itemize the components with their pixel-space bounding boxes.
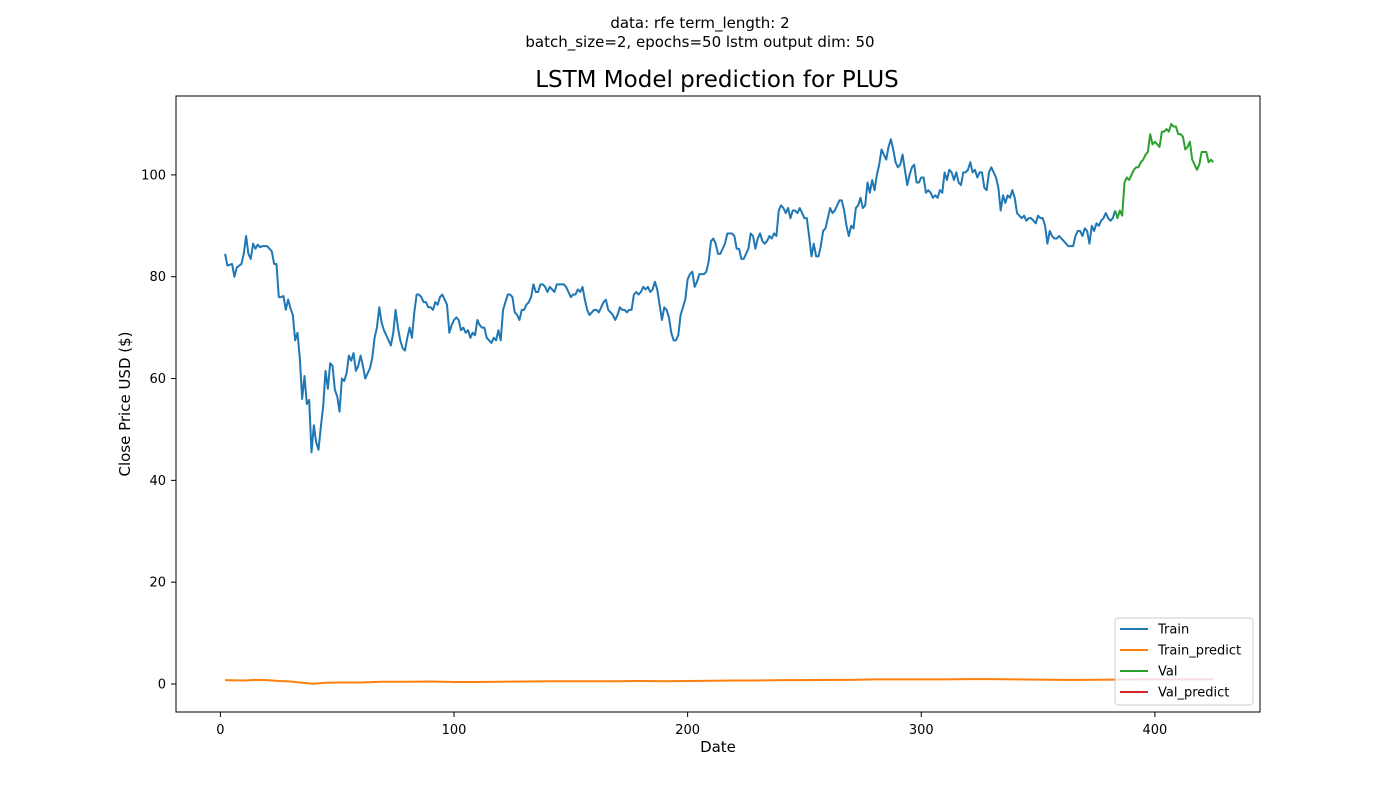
legend-label-val: Val	[1158, 665, 1177, 680]
legend-label-train: Train	[1157, 623, 1189, 638]
y-tick-label: 0	[158, 678, 166, 693]
legend-label-train-predict: Train_predict	[1157, 644, 1241, 659]
x-tick-label: 0	[216, 723, 224, 738]
y-axis-label: Close Price USD ($)	[116, 331, 134, 476]
x-tick-label: 200	[675, 723, 700, 738]
y-tick-label: 20	[149, 576, 166, 591]
x-tick-label: 400	[1142, 723, 1167, 738]
series-layer	[224, 123, 1215, 685]
legend-items: Train Train_predict Val Val_predict	[1120, 623, 1241, 701]
x-axis-ticks: 0 100 200 300 400	[216, 712, 1167, 738]
series-line-val	[1114, 123, 1215, 220]
x-tick-label: 100	[442, 723, 467, 738]
y-axis-ticks: 0 20 40 60 80 100	[141, 168, 176, 693]
suptitle-line-2: batch_size=2, epochs=50 lstm output dim:…	[525, 33, 874, 52]
suptitle-line-1: data: rfe term_length: 2	[610, 14, 789, 33]
series-line-train	[224, 138, 1117, 454]
plot-frame	[175, 95, 1261, 713]
x-axis-label: Date	[700, 738, 736, 756]
y-tick-label: 40	[149, 474, 166, 489]
legend: Train Train_predict Val Val_predict	[1114, 617, 1254, 706]
y-tick-label: 80	[149, 270, 166, 285]
legend-box	[1114, 617, 1254, 706]
legend-label-val-predict: Val_predict	[1158, 686, 1229, 701]
y-tick-label: 60	[149, 372, 166, 387]
series-line-train-predict	[225, 678, 1116, 685]
y-tick-label: 100	[141, 168, 166, 183]
x-tick-label: 300	[909, 723, 934, 738]
chart-title: LSTM Model prediction for PLUS	[535, 67, 899, 93]
